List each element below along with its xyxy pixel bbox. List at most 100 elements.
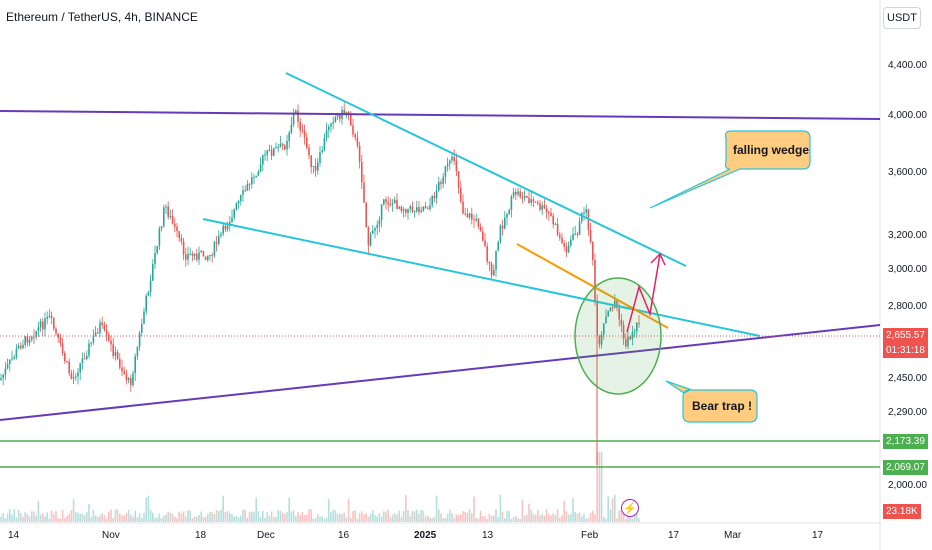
candle-body	[398, 206, 400, 209]
volume-bar	[286, 512, 288, 522]
candle-body	[537, 202, 539, 204]
volume-bar	[101, 513, 103, 522]
candle-body	[86, 355, 88, 360]
lightning-icon[interactable]: ⚡	[621, 499, 639, 517]
candle-body	[367, 227, 370, 246]
candle-body	[501, 225, 504, 229]
candle-body	[504, 217, 506, 229]
candle-body	[191, 253, 194, 256]
candle-body	[402, 209, 405, 211]
candle-body	[273, 148, 275, 156]
volume-bar	[497, 516, 499, 522]
candle-body	[603, 323, 605, 335]
volume-bar	[39, 514, 42, 522]
time-tick: 17	[668, 530, 680, 541]
candle-body	[35, 330, 37, 338]
volume-bar	[290, 511, 293, 522]
short-downtrend-line[interactable]	[516, 243, 669, 329]
rising-support-line[interactable]	[0, 324, 881, 421]
candle-body	[409, 206, 411, 209]
candle-body	[295, 110, 297, 114]
candle-body	[490, 263, 493, 276]
volume-bar	[526, 514, 528, 522]
volume-bar	[418, 513, 420, 522]
volume-bar	[233, 516, 235, 522]
volume-bar	[405, 495, 407, 522]
volume-bar	[15, 517, 18, 522]
candle-body	[308, 147, 310, 156]
volume-bar	[255, 497, 257, 522]
volume-bar	[235, 516, 238, 522]
volume-bar	[486, 518, 488, 522]
wedge-upper-line[interactable]	[285, 72, 687, 267]
time-tick: Mar	[724, 530, 742, 541]
volume-bar	[420, 510, 422, 522]
volume-bar	[35, 515, 37, 522]
volume-bar	[508, 511, 510, 522]
projection-arrow[interactable]	[626, 253, 661, 333]
candle-body	[59, 337, 62, 344]
currency-button[interactable]: USDT	[883, 7, 921, 29]
volume-bar	[224, 511, 227, 522]
candle-body	[72, 376, 75, 379]
candle-body	[310, 155, 312, 167]
candle-body	[123, 371, 125, 374]
bear-trap-label: Bear trap !	[692, 399, 753, 413]
volume-bar	[616, 518, 618, 522]
candle-body	[543, 205, 546, 209]
volume-bar	[565, 511, 568, 522]
time-tick: 2025	[414, 530, 437, 541]
candle-body	[614, 300, 616, 308]
candle-body	[138, 332, 141, 347]
candle-body	[484, 240, 486, 247]
candle-body	[154, 252, 156, 265]
volume-bar	[567, 514, 570, 522]
candle-body	[220, 233, 222, 236]
falling-wedge-callout[interactable]	[649, 130, 811, 209]
volume-bar	[105, 518, 108, 522]
candle-body	[519, 191, 521, 197]
volume-bar	[455, 514, 458, 522]
candle-body	[354, 134, 356, 138]
candle-body	[391, 203, 394, 205]
candle-body	[493, 269, 495, 276]
volume-bar	[506, 510, 508, 522]
bear-trap-circle[interactable]	[574, 277, 662, 395]
volume-bar	[521, 500, 524, 522]
volume-bar	[189, 511, 191, 522]
volume-bar	[442, 518, 444, 522]
volume-bar	[81, 513, 84, 522]
symbol-title[interactable]: Ethereum / TetherUS, 4h, BINANCE	[6, 10, 198, 24]
candle-body	[356, 137, 359, 146]
volume-bar	[176, 518, 178, 522]
volume-bar	[585, 518, 587, 522]
volume-bar	[182, 511, 185, 522]
candle-body	[444, 166, 447, 177]
candle-body	[466, 214, 469, 218]
candle-body	[405, 209, 407, 213]
volume-bar	[253, 511, 255, 522]
candle-body	[598, 336, 601, 345]
candle-body	[39, 321, 42, 328]
volume-bar	[356, 518, 359, 522]
volume-bar	[627, 512, 629, 522]
volume-bar	[548, 514, 550, 522]
volume-bar	[11, 514, 13, 522]
bear-trap-callout[interactable]	[665, 380, 758, 423]
volume-bar	[341, 513, 343, 522]
candle-body	[160, 226, 163, 229]
candle-body	[268, 149, 271, 151]
candle-body	[510, 196, 513, 211]
candle-body	[605, 316, 607, 324]
wedge-lower-line[interactable]	[202, 218, 761, 337]
candle-body	[13, 356, 15, 359]
volume-bar	[273, 517, 275, 522]
volume-tag: 23.18K	[883, 504, 921, 519]
candle-body	[618, 307, 620, 320]
candle-body	[468, 213, 471, 218]
candle-body	[376, 224, 378, 229]
volume-bar	[244, 509, 246, 522]
candle-body	[198, 252, 200, 260]
resistance-line-4000[interactable]	[0, 110, 881, 120]
